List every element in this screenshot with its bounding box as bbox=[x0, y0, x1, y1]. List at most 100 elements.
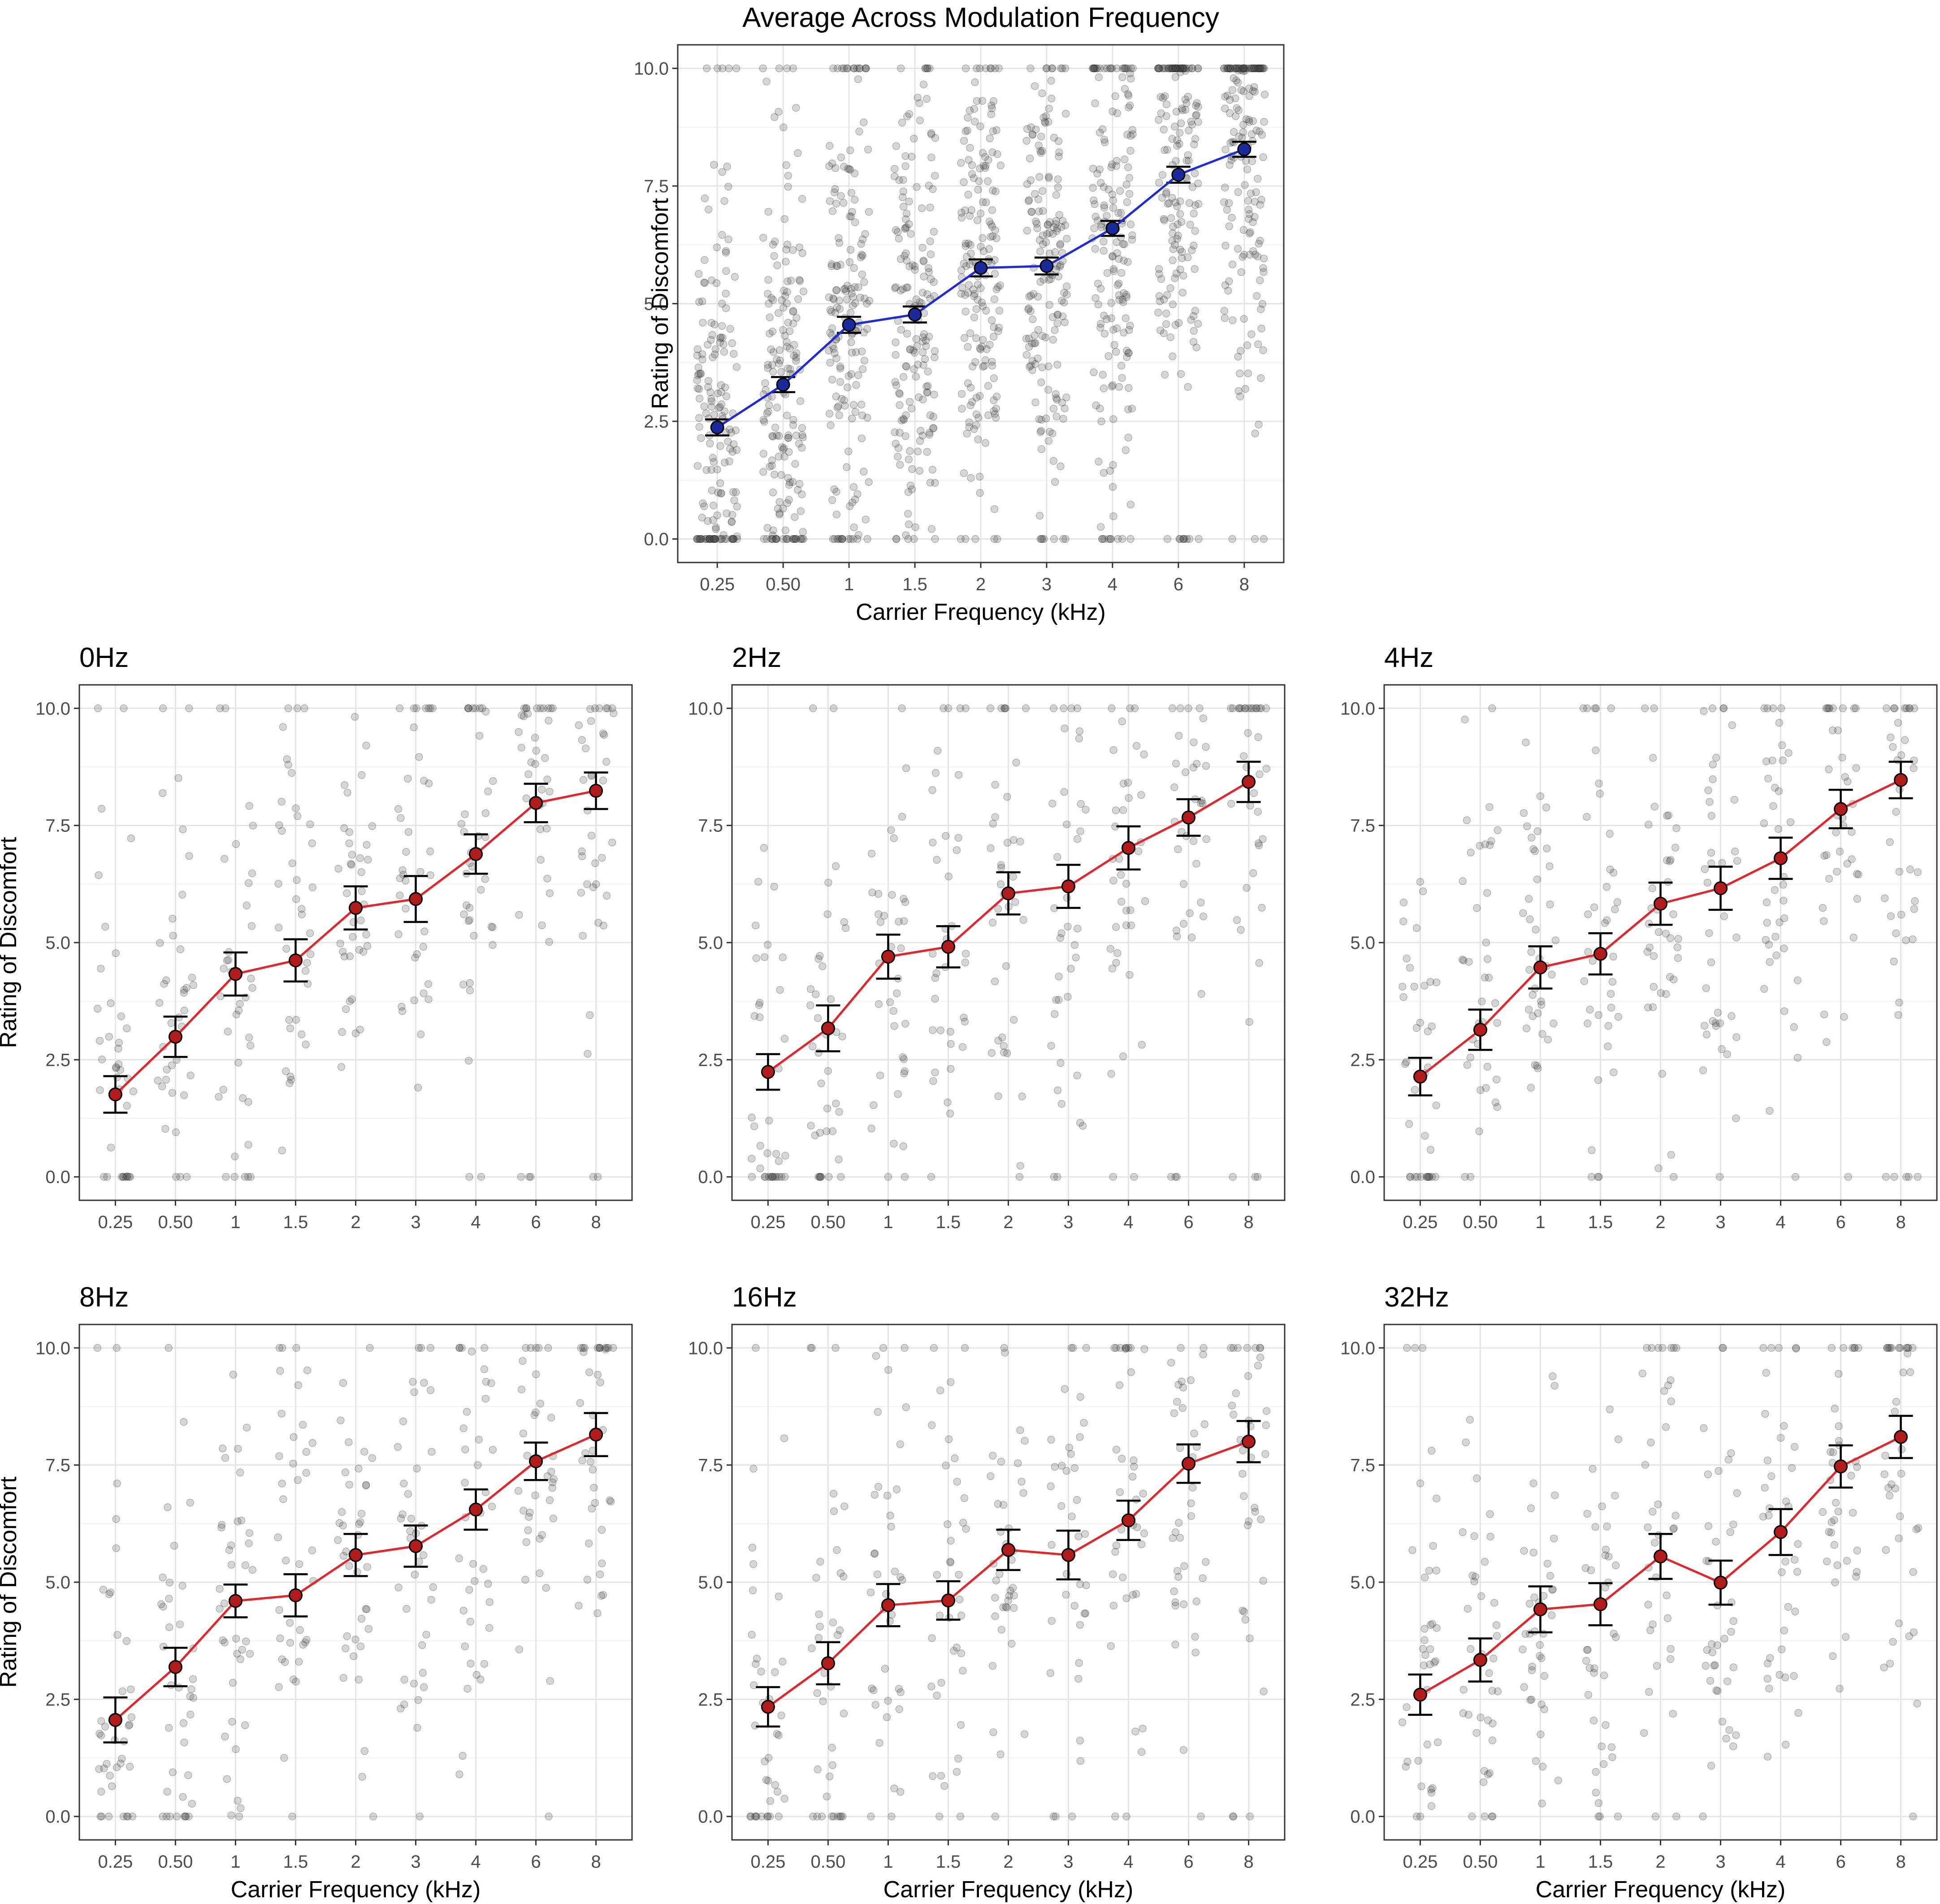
jitter-point bbox=[870, 1550, 879, 1558]
jitter-point bbox=[1594, 1799, 1602, 1807]
jitter-point bbox=[1176, 197, 1184, 205]
jitter-point bbox=[817, 1173, 825, 1181]
jitter-point bbox=[1426, 978, 1434, 986]
jitter-point bbox=[733, 532, 741, 541]
jitter-point bbox=[1048, 64, 1057, 73]
jitter-point bbox=[1542, 804, 1550, 812]
jitter-point bbox=[972, 305, 980, 313]
jitter-point bbox=[981, 153, 989, 161]
jitter-point bbox=[903, 329, 911, 338]
jitter-point bbox=[766, 463, 774, 471]
x-tick-label: 0.25 bbox=[1403, 1212, 1438, 1232]
jitter-point bbox=[840, 1502, 849, 1510]
jitter-point bbox=[891, 378, 899, 386]
jitter-point bbox=[875, 910, 883, 918]
jitter-point bbox=[1663, 856, 1671, 865]
jitter-point bbox=[176, 1173, 184, 1181]
jitter-point bbox=[1237, 268, 1245, 276]
jitter-point bbox=[120, 1737, 128, 1745]
jitter-point bbox=[857, 434, 866, 442]
jitter-point bbox=[991, 64, 999, 73]
jitter-point bbox=[814, 1014, 822, 1022]
jitter-point bbox=[1905, 1632, 1913, 1640]
jitter-point bbox=[1225, 161, 1234, 169]
jitter-point bbox=[1093, 169, 1101, 177]
jitter-point bbox=[1473, 904, 1481, 912]
jitter-point bbox=[1403, 1344, 1411, 1352]
jitter-point bbox=[1028, 130, 1037, 139]
jitter-point bbox=[286, 1079, 294, 1087]
jitter-point bbox=[1112, 162, 1121, 170]
jitter-point bbox=[1583, 813, 1591, 821]
jitter-point bbox=[1484, 1770, 1492, 1779]
jitter-point bbox=[1155, 179, 1163, 187]
jitter-point bbox=[1641, 1461, 1649, 1469]
jitter-point bbox=[844, 372, 853, 380]
jitter-point bbox=[1091, 64, 1099, 73]
jitter-point bbox=[956, 704, 964, 712]
jitter-point bbox=[1045, 301, 1053, 309]
jitter-point bbox=[1880, 1663, 1888, 1671]
jitter-point bbox=[1529, 1479, 1537, 1488]
jitter-point bbox=[1585, 1664, 1594, 1672]
jitter-point bbox=[334, 1536, 342, 1544]
jitter-point bbox=[964, 190, 972, 199]
x-tick-label: 4 bbox=[1123, 1212, 1133, 1232]
jitter-point bbox=[1031, 82, 1039, 90]
jitter-point bbox=[580, 1348, 588, 1356]
jitter-point bbox=[1719, 704, 1728, 712]
jitter-point bbox=[1106, 64, 1114, 73]
jitter-point bbox=[1154, 64, 1162, 73]
jitter-point bbox=[1194, 320, 1202, 328]
jitter-point bbox=[990, 323, 998, 331]
jitter-point bbox=[784, 434, 792, 442]
jitter-point bbox=[221, 855, 229, 863]
jitter-point bbox=[756, 1142, 764, 1150]
jitter-point bbox=[1061, 221, 1070, 229]
jitter-point bbox=[282, 1067, 290, 1075]
jitter-point bbox=[1888, 1480, 1896, 1489]
jitter-point bbox=[1091, 212, 1100, 221]
jitter-point bbox=[1583, 1510, 1591, 1518]
jitter-point bbox=[1057, 1502, 1065, 1510]
jitter-point bbox=[1174, 64, 1182, 73]
jitter-point bbox=[1596, 790, 1604, 798]
jitter-point bbox=[891, 1567, 899, 1575]
jitter-point bbox=[1252, 704, 1260, 712]
jitter-point bbox=[918, 243, 927, 252]
jitter-point bbox=[161, 1125, 169, 1133]
jitter-point bbox=[119, 1173, 127, 1181]
jitter-point bbox=[126, 1721, 134, 1729]
jitter-point bbox=[1835, 1422, 1843, 1430]
x-tick-label: 8 bbox=[1243, 1852, 1253, 1872]
jitter-point bbox=[991, 1612, 999, 1620]
y-tick-label: 7.5 bbox=[45, 1456, 70, 1476]
jitter-point bbox=[833, 535, 841, 543]
jitter-point bbox=[997, 1458, 1005, 1466]
jitter-point bbox=[1180, 64, 1188, 73]
jitter-point bbox=[1057, 64, 1065, 73]
jitter-point bbox=[1257, 374, 1265, 382]
jitter-point bbox=[707, 336, 715, 344]
jitter-point bbox=[990, 505, 999, 513]
jitter-point bbox=[1109, 265, 1118, 273]
jitter-point bbox=[1554, 1776, 1562, 1785]
jitter-point bbox=[527, 1173, 535, 1181]
jitter-point bbox=[163, 1065, 171, 1073]
jitter-point bbox=[1459, 956, 1468, 965]
jitter-point bbox=[835, 234, 843, 242]
jitter-point bbox=[1224, 286, 1232, 295]
jitter-point bbox=[769, 368, 777, 376]
jitter-point bbox=[832, 286, 840, 294]
jitter-point bbox=[958, 1043, 967, 1051]
jitter-point bbox=[1228, 1402, 1236, 1410]
jitter-point bbox=[518, 711, 526, 719]
x-tick-label: 8 bbox=[1239, 575, 1249, 594]
jitter-point bbox=[1044, 386, 1052, 394]
jitter-point bbox=[1481, 1558, 1489, 1566]
jitter-point bbox=[992, 404, 1000, 413]
jitter-point bbox=[275, 1606, 283, 1614]
jitter-point bbox=[982, 162, 990, 170]
jitter-point bbox=[835, 535, 843, 543]
jitter-point bbox=[732, 363, 741, 371]
